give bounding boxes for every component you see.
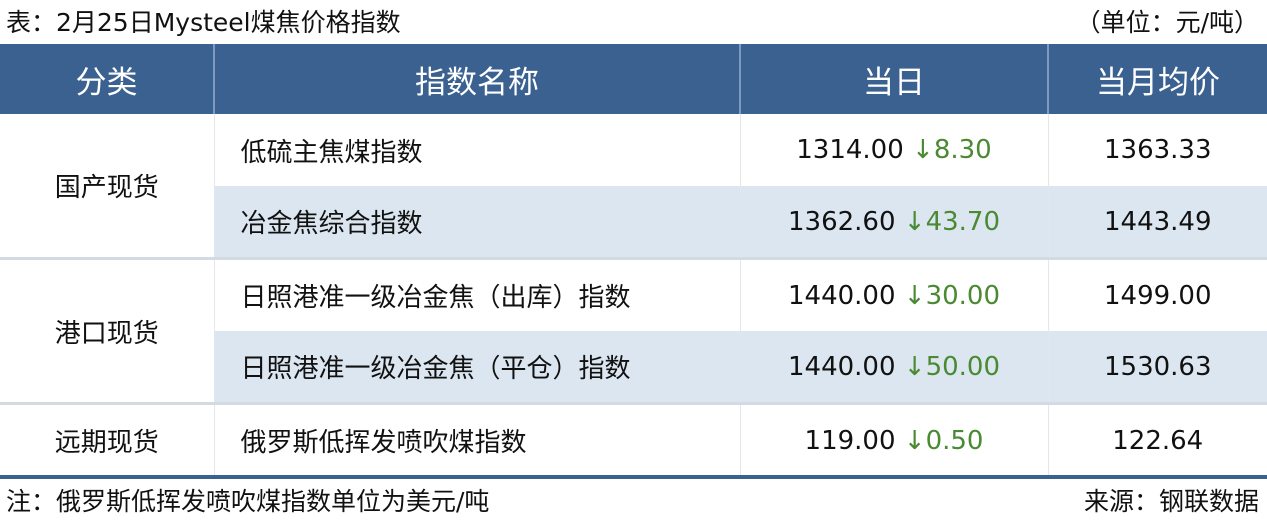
table-row: 冶金焦综合指数 1362.60 ↓43.70 1443.49 [0,186,1267,259]
change-down: ↓43.70 [903,206,1000,237]
category-cell: 港口现货 [0,257,214,404]
source: 来源：钢联数据 [1083,487,1259,516]
index-name: 冶金焦综合指数 [213,186,740,259]
avg-cell: 122.64 [1047,402,1267,476]
index-name: 日照港准一级冶金焦（平仓）指数 [213,331,740,404]
today-cell: 1440.00 ↓50.00 [739,331,1048,404]
header-category: 分类 [0,44,214,114]
footnote: 注：俄罗斯低挥发喷吹煤指数单位为美元/吨 [6,487,490,516]
header-monthly-avg: 当月均价 [1047,44,1267,114]
table-row: 远期现货 俄罗斯低挥发喷吹煤指数 119.00 ↓0.50 122.64 [0,402,1267,476]
today-value: 1314.00 [796,135,904,166]
index-name: 低硫主焦煤指数 [213,114,740,187]
table-row: 国产现货 低硫主焦煤指数 1314.00 ↓8.30 1363.33 [0,114,1267,203]
today-cell: 1362.60 ↓43.70 [739,186,1048,259]
table-row: 日照港准一级冶金焦（平仓）指数 1440.00 ↓50.00 1530.63 [0,331,1267,404]
index-name: 日照港准一级冶金焦（出库）指数 [213,257,740,332]
change-down: ↓8.30 [912,135,992,166]
change-down: ↓30.00 [903,280,1000,311]
category-cell: 远期现货 [0,402,214,476]
today-cell: 1440.00 ↓30.00 [739,257,1048,332]
avg-cell: 1499.00 [1047,257,1267,332]
unit-label: （单位：元/吨） [1075,8,1259,37]
header-row: 分类 指数名称 当日 当月均价 [0,44,1267,114]
title-bar: 表：2月25日Mysteel煤焦价格指数 （单位：元/吨） [0,0,1267,42]
today-value: 1440.00 [787,351,896,382]
table-row: 港口现货 日照港准一级冶金焦（出库）指数 1440.00 ↓30.00 1499… [0,257,1267,404]
avg-cell: 1443.49 [1047,186,1267,259]
index-name: 俄罗斯低挥发喷吹煤指数 [213,402,740,476]
today-value: 1440.00 [787,280,896,311]
change-down: ↓0.50 [903,425,984,456]
price-index-table: 分类 指数名称 当日 当月均价 国产现货 低硫主焦煤指数 1314.00 ↓8.… [0,44,1267,476]
footer: 注：俄罗斯低挥发喷吹煤指数单位为美元/吨 来源：钢联数据 [6,482,1259,518]
header-index-name: 指数名称 [213,44,740,114]
today-cell: 119.00 ↓0.50 [739,402,1048,476]
today-cell: 1314.00 ↓8.30 [739,114,1048,187]
avg-cell: 1530.63 [1047,331,1267,404]
avg-cell: 1363.33 [1047,114,1267,187]
bottom-rule [0,475,1267,479]
today-value: 1362.60 [787,206,896,237]
change-down: ↓50.00 [903,351,1000,382]
table-title: 表：2月25日Mysteel煤焦价格指数 [6,8,401,37]
today-value: 119.00 [804,425,896,456]
header-today: 当日 [739,44,1048,114]
category-cell: 国产现货 [54,173,159,204]
